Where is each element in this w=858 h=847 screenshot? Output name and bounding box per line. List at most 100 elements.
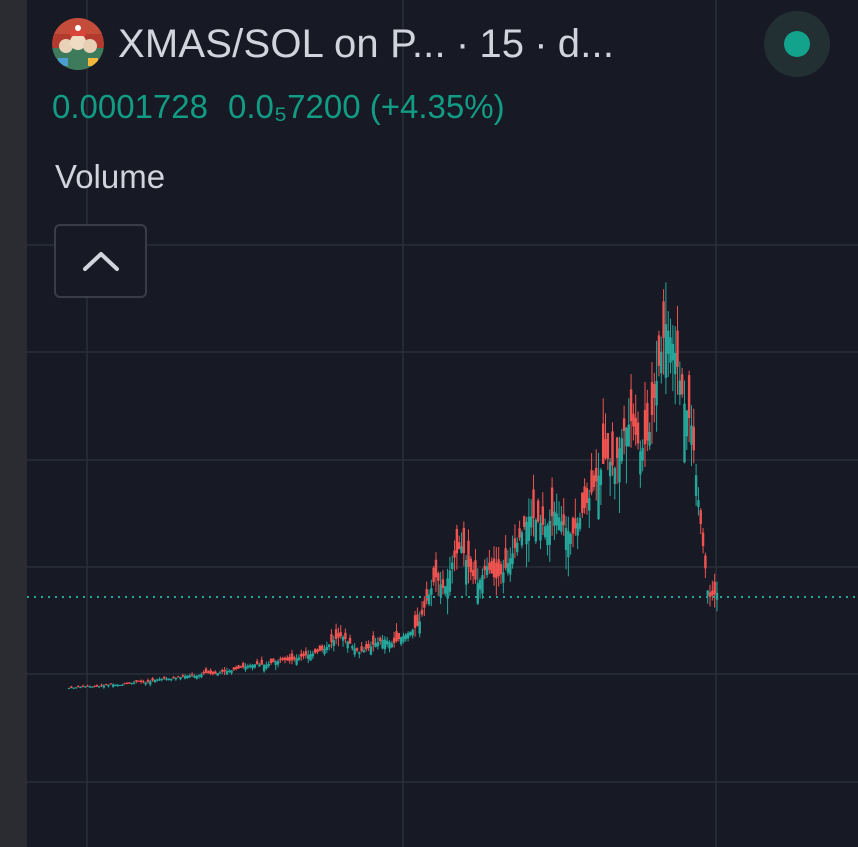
volume-indicator-label[interactable]: Volume	[55, 158, 166, 195]
candle-body	[534, 519, 538, 542]
candle-body	[344, 632, 347, 640]
candle-body	[660, 351, 663, 374]
candle-body	[327, 644, 331, 647]
title-separator: ·	[534, 21, 548, 66]
candle-body	[690, 425, 693, 445]
candle-body	[502, 572, 505, 583]
candle-body	[655, 380, 658, 406]
interval-label: 15	[479, 21, 525, 66]
grid-lines	[27, 0, 858, 847]
candle-body	[555, 513, 558, 526]
chart-area[interactable]	[27, 0, 858, 847]
candle-body	[699, 510, 702, 525]
candle-body	[574, 518, 577, 529]
candle-body	[323, 649, 326, 655]
candle-body	[211, 671, 215, 675]
candle-body	[451, 562, 454, 570]
candle-body	[216, 673, 219, 676]
candle-body	[481, 575, 484, 594]
candle-body	[114, 684, 117, 687]
candle-body	[348, 637, 352, 644]
candle-body	[576, 523, 579, 536]
candle-body	[374, 643, 377, 648]
candle-body	[91, 686, 94, 688]
candle-body	[183, 676, 187, 679]
candle-body	[88, 686, 92, 688]
candlestick-chart[interactable]	[27, 0, 858, 847]
candle-body	[492, 558, 496, 578]
candle-body	[457, 542, 461, 550]
candle-body	[595, 467, 598, 482]
candle-body	[564, 528, 568, 551]
candle-body	[511, 553, 514, 564]
candle-body	[253, 664, 257, 668]
candle-body	[156, 679, 159, 681]
candle-body	[93, 686, 96, 688]
candle-body	[392, 637, 396, 644]
candle-body	[588, 498, 591, 511]
candle-body	[135, 680, 138, 682]
candle-body	[379, 638, 382, 642]
candle-body	[146, 680, 150, 682]
candle-body	[678, 380, 682, 395]
candle-body	[237, 665, 240, 669]
candle-body	[495, 562, 498, 579]
collapse-indicators-button[interactable]	[54, 224, 147, 298]
candle-body	[209, 670, 212, 674]
live-status-button[interactable]	[764, 11, 830, 77]
candle-body	[423, 600, 426, 608]
candle-body	[657, 335, 661, 366]
candle-body	[453, 550, 456, 558]
candle-body	[669, 337, 672, 363]
candle-body	[620, 438, 623, 461]
candle-body	[337, 633, 340, 638]
candle-body	[339, 632, 342, 637]
candle-body	[636, 422, 640, 444]
candle-body	[430, 588, 433, 595]
candle-body	[190, 674, 194, 676]
candle-body	[258, 664, 261, 667]
candle-body	[230, 670, 233, 674]
candle-body	[176, 676, 180, 678]
candle-body	[706, 590, 709, 596]
candle-body	[279, 658, 282, 661]
candle-body	[204, 668, 208, 674]
candle-body	[622, 418, 626, 432]
candle-body	[685, 410, 689, 437]
candle-body	[395, 631, 398, 642]
candle-body	[506, 563, 510, 573]
candle-body	[560, 521, 563, 532]
candle-body	[397, 633, 401, 640]
candle-body	[571, 517, 575, 534]
candle-body	[77, 686, 80, 688]
candle-body	[402, 635, 405, 642]
token-logo-icon[interactable]	[52, 18, 104, 70]
candle-body	[713, 581, 716, 595]
candle-body	[235, 666, 238, 670]
candle-body	[118, 684, 122, 686]
candle-body	[664, 324, 668, 378]
candle-body	[200, 674, 203, 678]
candle-body	[330, 634, 333, 643]
candle-body	[683, 403, 686, 463]
price-readout: 0.0001728 0.0₅7200 (+4.35%)	[52, 88, 505, 126]
candle-body	[697, 500, 700, 508]
candle-body	[302, 653, 305, 657]
candle-body	[97, 686, 101, 688]
candle-body	[490, 560, 493, 574]
candle-body	[444, 586, 447, 594]
candle-body	[474, 560, 477, 580]
candle-body	[139, 680, 143, 682]
candle-body	[163, 676, 166, 679]
candle-body	[411, 629, 414, 636]
candle-body	[413, 615, 417, 628]
candle-body	[704, 555, 707, 569]
candle-body	[137, 680, 140, 682]
candle-body	[341, 636, 345, 641]
candle-body	[692, 426, 695, 451]
candle-body	[346, 641, 349, 649]
candle-body	[274, 661, 277, 665]
candle-body	[483, 565, 486, 571]
candle-body	[265, 664, 268, 669]
chart-title[interactable]: XMAS/SOL on P... · 15 · d...	[118, 22, 614, 67]
